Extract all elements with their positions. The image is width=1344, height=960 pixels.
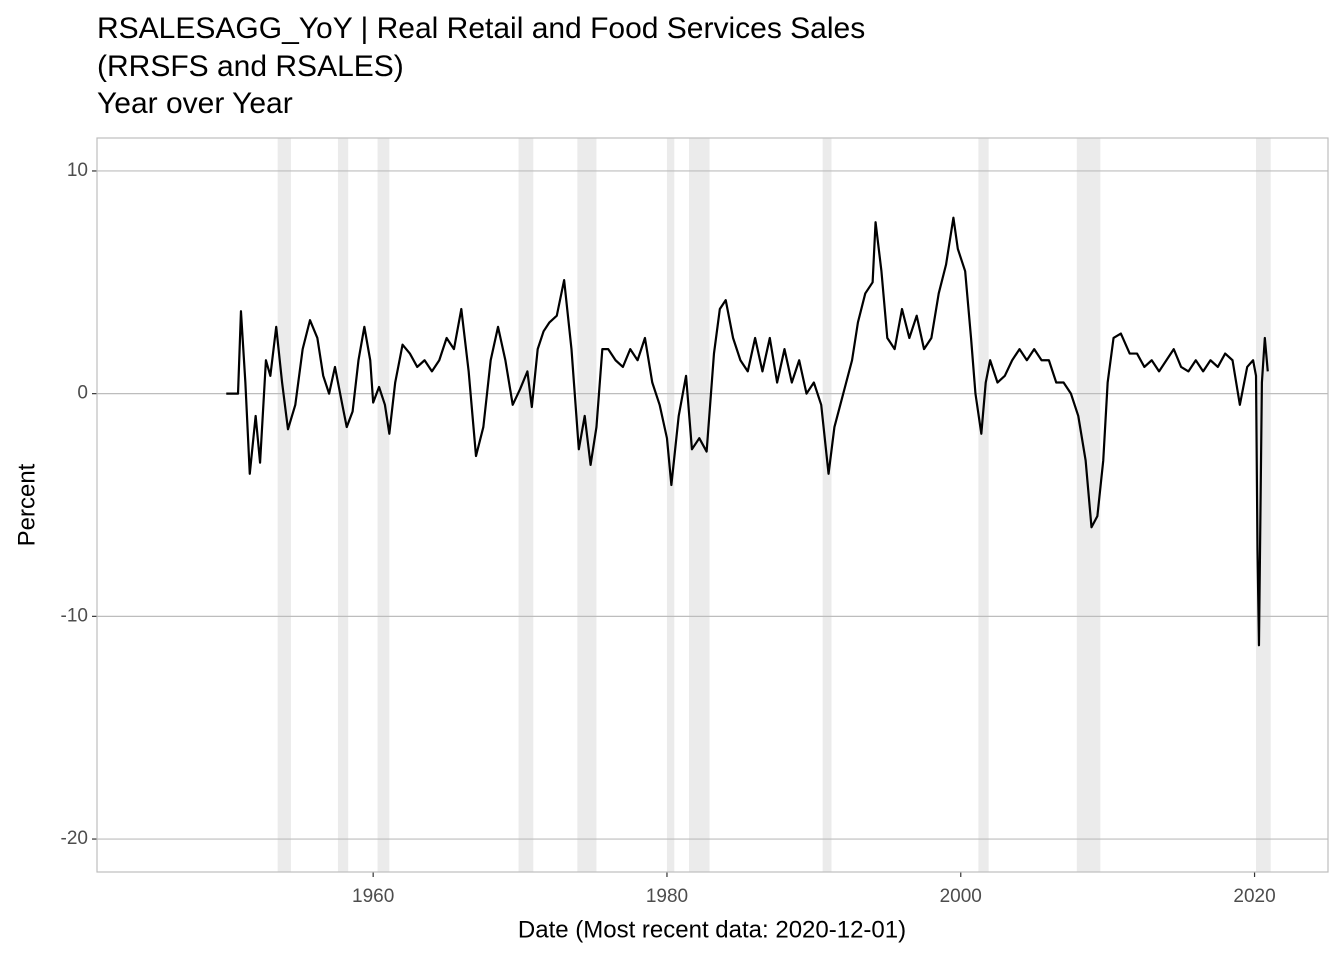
recession-band	[1256, 138, 1271, 872]
y-axis-title: Percent	[13, 463, 40, 546]
x-tick-label: 1960	[352, 886, 394, 907]
x-tick-label: 1980	[646, 886, 688, 907]
recession-band	[277, 138, 291, 872]
recession-band	[518, 138, 534, 872]
recession-band	[337, 138, 349, 872]
recession-band	[688, 138, 710, 872]
x-axis-title: Date (Most recent data: 2020-12-01)	[518, 916, 906, 943]
y-tick-label: -20	[61, 828, 88, 849]
recession-band	[822, 138, 832, 872]
panel-border	[96, 137, 1329, 873]
chart-title-line: RSALESAGG_YoY | Real Retail and Food Ser…	[97, 12, 865, 45]
x-tick-label: 2020	[1233, 886, 1275, 907]
y-tick-label: -10	[61, 605, 88, 626]
data-line	[226, 216, 1269, 647]
recession-band	[377, 138, 390, 872]
recession-band	[577, 138, 597, 872]
recession-band	[666, 138, 675, 872]
chart-subtitle: Year over Year	[97, 87, 293, 120]
y-tick-label: 0	[77, 383, 88, 404]
recession-band	[978, 138, 989, 872]
y-tick-label: 10	[67, 160, 88, 181]
x-tick-label: 2000	[940, 886, 982, 907]
chart-title-line: (RRSFS and RSALES)	[97, 50, 404, 83]
